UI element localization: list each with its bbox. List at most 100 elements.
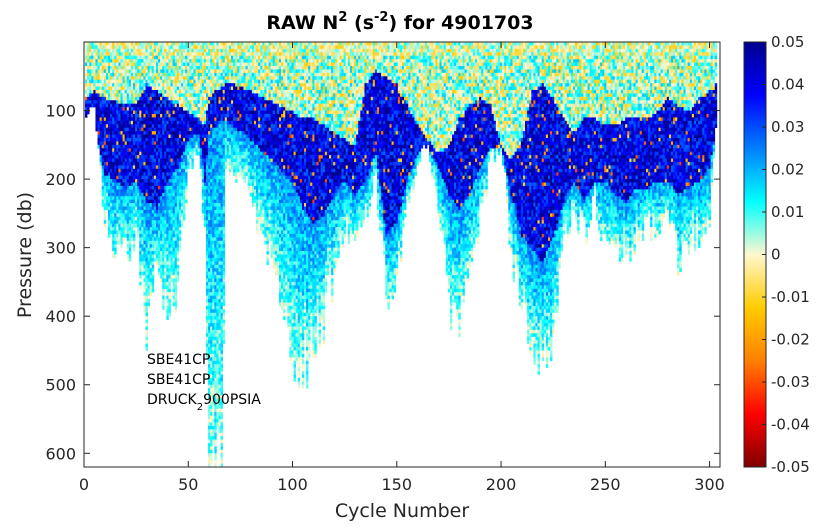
heatmap-cell [205,326,209,331]
heatmap-cell [214,309,217,314]
heatmap-cell [214,415,217,420]
heatmap-cell [93,55,96,60]
heatmap-cell [172,209,176,214]
heatmap-cell [143,179,146,183]
heatmap-cell [139,206,142,211]
heatmap-cell [110,124,113,128]
heatmap-cell [222,89,226,94]
heatmap-cell [260,72,263,77]
heatmap-cell [95,120,98,125]
heatmap-cell [93,69,96,74]
heatmap-cell [189,62,192,67]
heatmap-cell [155,148,159,152]
heatmap-cell [162,93,165,98]
heatmap-cell [143,141,146,146]
heatmap-cell [197,76,201,80]
heatmap-cell [183,175,186,180]
heatmap-cell [172,203,176,207]
heatmap-cell [149,227,153,231]
heatmap-cell [212,347,215,351]
heatmap-cell [135,107,138,111]
heatmap-cell [208,305,211,310]
heatmap-cell [120,240,123,245]
heatmap-cell [174,96,178,101]
heatmap-cell [197,45,201,50]
heatmap-cell [218,93,221,98]
heatmap-cell [258,131,261,135]
heatmap-cell [164,254,167,259]
heatmap-cell [203,185,207,190]
heatmap-cell [210,182,213,187]
heatmap-cell [208,371,211,375]
heatmap-cell [126,240,130,245]
heatmap-cell [256,69,259,74]
heatmap-cell [176,42,180,46]
heatmap-cell [233,161,236,166]
heatmap-cell [216,220,219,224]
heatmap-cell [130,113,134,118]
heatmap-cell [212,377,215,382]
heatmap-cell [183,55,186,60]
heatmap-cell [170,89,173,94]
heatmap-cell [112,192,115,197]
heatmap-cell [180,59,184,63]
heatmap-cell [205,141,209,146]
heatmap-cell [158,113,161,118]
heatmap-cell [212,343,215,348]
heatmap-cell [258,213,261,218]
heatmap-cell [158,134,161,139]
heatmap-cell [147,264,150,269]
heatmap-cell [151,107,155,111]
heatmap-cell [99,155,103,159]
heatmap-cell [216,76,219,80]
heatmap-cell [147,182,150,187]
heatmap-cell [247,89,251,94]
heatmap-cell [224,69,228,74]
heatmap-cell [214,323,217,327]
heatmap-cell [112,251,115,255]
heatmap-cell [256,137,259,142]
heatmap-cell [185,189,188,194]
heatmap-cell [212,42,215,46]
heatmap-cell [114,220,117,224]
heatmap-cell [220,261,223,266]
heatmap-cell [212,192,215,197]
heatmap-cell [256,182,259,187]
heatmap-cell [112,209,115,214]
heatmap-cell [139,175,142,180]
heatmap-cell [180,113,184,118]
heatmap-cell [235,100,238,104]
heatmap-cell [208,391,211,396]
heatmap-cell [218,192,221,197]
heatmap-cell [174,137,178,142]
heatmap-cell [235,175,238,180]
heatmap-cell [128,257,132,262]
heatmap-cell [139,223,142,228]
heatmap-cell [120,79,123,84]
heatmap-cell [176,134,180,139]
heatmap-cell [193,113,196,118]
heatmap-cell [162,110,165,115]
heatmap-cell [147,251,150,255]
heatmap-cell [210,110,213,115]
heatmap-cell [122,120,125,125]
heatmap-cell [197,100,201,104]
heatmap-cell [189,131,192,135]
heatmap-cell [220,251,223,255]
heatmap-cell [166,134,169,139]
heatmap-cell [114,107,117,111]
heatmap-cell [105,100,109,104]
heatmap-cell [216,309,219,314]
heatmap-cell [208,144,211,149]
heatmap-cell [201,117,205,122]
heatmap-cell [168,227,171,231]
heatmap-cell [172,59,176,63]
heatmap-cell [139,275,142,279]
heatmap-cell [220,443,223,447]
heatmap-cell [124,155,128,159]
heatmap-cell [124,161,128,166]
heatmap-cell [178,220,182,224]
heatmap-cell [151,192,155,197]
heatmap-cell [220,179,223,183]
heatmap-cell [118,179,121,183]
